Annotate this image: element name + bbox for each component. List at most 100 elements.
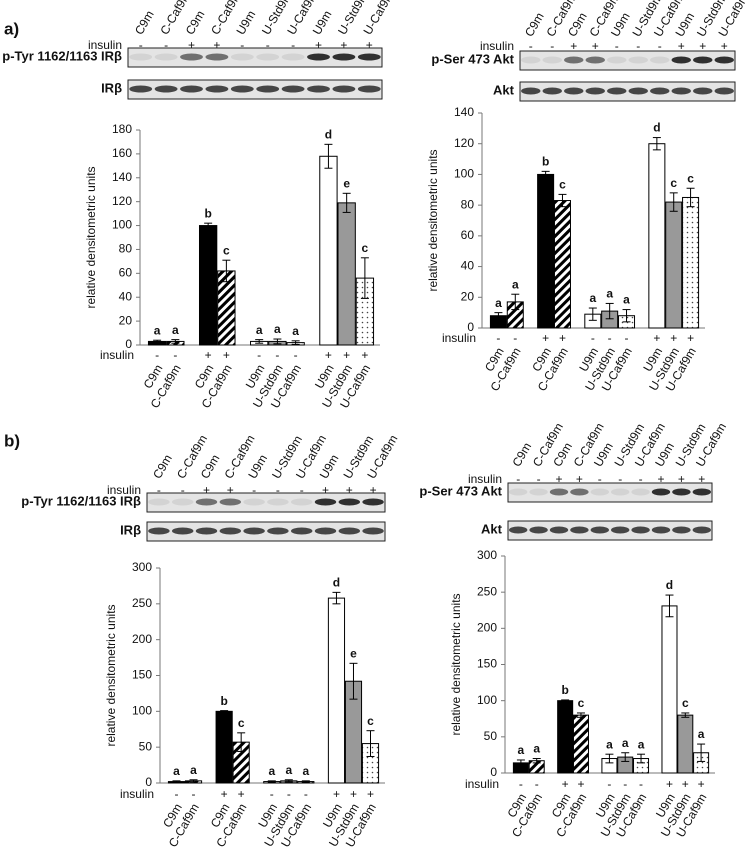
- y-tick-label: 20: [461, 289, 475, 303]
- significance-letter: a: [606, 737, 613, 751]
- insulin-sign: +: [205, 348, 212, 362]
- y-tick-label: 40: [119, 289, 133, 303]
- blot-band: [256, 85, 280, 93]
- insulin-sign: -: [252, 483, 256, 497]
- insulin-sign: +: [361, 348, 368, 362]
- blot-band: [549, 488, 569, 496]
- blot-band: [564, 56, 584, 64]
- insulin-label: insulin: [88, 38, 122, 52]
- y-axis-label: relative densitometric units: [104, 604, 118, 746]
- blot-band: [148, 498, 170, 506]
- significance-letter: a: [518, 743, 525, 757]
- insulin-sign: +: [653, 331, 660, 345]
- insulin-sign: +: [555, 472, 562, 486]
- blot-band: [631, 488, 650, 496]
- lane-label: U9m: [234, 8, 259, 37]
- insulin-sign: -: [139, 38, 143, 52]
- blot-band: [570, 526, 589, 534]
- blot-label: p-Tyr 1162/1163 IRβ: [21, 493, 141, 508]
- lane-label: U-Caf9m: [361, 0, 397, 37]
- y-tick-label: 200: [477, 621, 497, 635]
- y-tick-label: 100: [112, 218, 132, 232]
- insulin-label: insulin: [100, 348, 134, 362]
- insulin-sign: -: [257, 348, 261, 362]
- blot-band: [692, 488, 711, 496]
- significance-letter: d: [325, 128, 332, 142]
- insulin-sign: +: [325, 348, 332, 362]
- lane-label: U9m: [310, 8, 335, 37]
- significance-letter: b: [561, 683, 568, 697]
- panel-label: b): [4, 431, 20, 450]
- blot-band: [243, 498, 265, 506]
- blot-band: [607, 87, 627, 95]
- blot-band: [650, 87, 670, 95]
- insulin-sign: -: [513, 331, 517, 345]
- y-axis-label: relative densitometric units: [449, 593, 463, 735]
- blot-band: [607, 56, 627, 64]
- insulin-sign: +: [221, 787, 228, 801]
- insulin-label: insulin: [468, 472, 502, 486]
- y-tick-label: 150: [132, 668, 152, 682]
- insulin-sign: +: [213, 38, 220, 52]
- significance-letter: a: [274, 322, 281, 336]
- insulin-sign: -: [639, 777, 643, 791]
- y-tick-label: 50: [139, 739, 153, 753]
- insulin-sign: +: [682, 777, 689, 791]
- insulin-sign: +: [687, 331, 694, 345]
- blot-band: [219, 527, 242, 535]
- blot: [127, 47, 383, 68]
- blot-band: [219, 498, 242, 506]
- significance-letter: e: [350, 646, 357, 660]
- y-tick-label: 100: [132, 704, 152, 718]
- y-tick-label: 60: [119, 266, 133, 280]
- bar: [327, 597, 346, 784]
- blot-band: [154, 85, 178, 93]
- y-tick-label: 100: [454, 167, 474, 181]
- blot-band: [290, 498, 313, 506]
- insulin-sign: +: [340, 38, 347, 52]
- significance-letter: a: [190, 763, 197, 777]
- insulin-sign: +: [678, 39, 685, 53]
- blot-band: [585, 87, 605, 95]
- bar: [537, 173, 555, 329]
- blot-band: [672, 526, 691, 534]
- blot-band: [611, 488, 630, 496]
- insulin-sign: +: [699, 39, 706, 53]
- insulin-sign: +: [366, 38, 373, 52]
- bar: [337, 202, 356, 346]
- insulin-sign: -: [607, 777, 611, 791]
- insulin-sign: -: [623, 777, 627, 791]
- y-tick-label: 80: [461, 197, 475, 211]
- bar: [198, 225, 218, 346]
- insulin-sign: +: [698, 472, 705, 486]
- insulin-label: insulin: [480, 39, 514, 53]
- blot-band: [362, 527, 384, 535]
- blot-band: [611, 526, 630, 534]
- significance-letter: a: [623, 293, 630, 307]
- blot-band: [570, 488, 589, 496]
- insulin-sign: +: [367, 787, 374, 801]
- blot-label: p-Ser 473 Akt: [419, 483, 502, 498]
- blot-band: [357, 53, 381, 61]
- bar: [665, 201, 683, 329]
- insulin-sign: +: [542, 331, 549, 345]
- significance-letter: a: [495, 296, 502, 310]
- insulin-sign: +: [203, 483, 210, 497]
- bar: [677, 714, 694, 774]
- insulin-sign: -: [155, 348, 159, 362]
- insulin-sign: +: [666, 777, 673, 791]
- lane-label: C9m: [150, 452, 175, 481]
- significance-letter: c: [223, 243, 230, 257]
- blot-label: p-Ser 473 Akt: [431, 51, 514, 66]
- insulin-sign: -: [535, 777, 539, 791]
- blot-band: [509, 488, 528, 496]
- insulin-sign: -: [192, 787, 196, 801]
- y-tick-label: 140: [112, 170, 132, 184]
- blot-band: [671, 87, 691, 95]
- significance-letter: a: [638, 737, 645, 751]
- blot: [146, 492, 386, 513]
- significance-letter: c: [362, 241, 369, 255]
- insulin-sign: -: [266, 38, 270, 52]
- insulin-sign: -: [618, 472, 622, 486]
- significance-letter: a: [285, 763, 292, 777]
